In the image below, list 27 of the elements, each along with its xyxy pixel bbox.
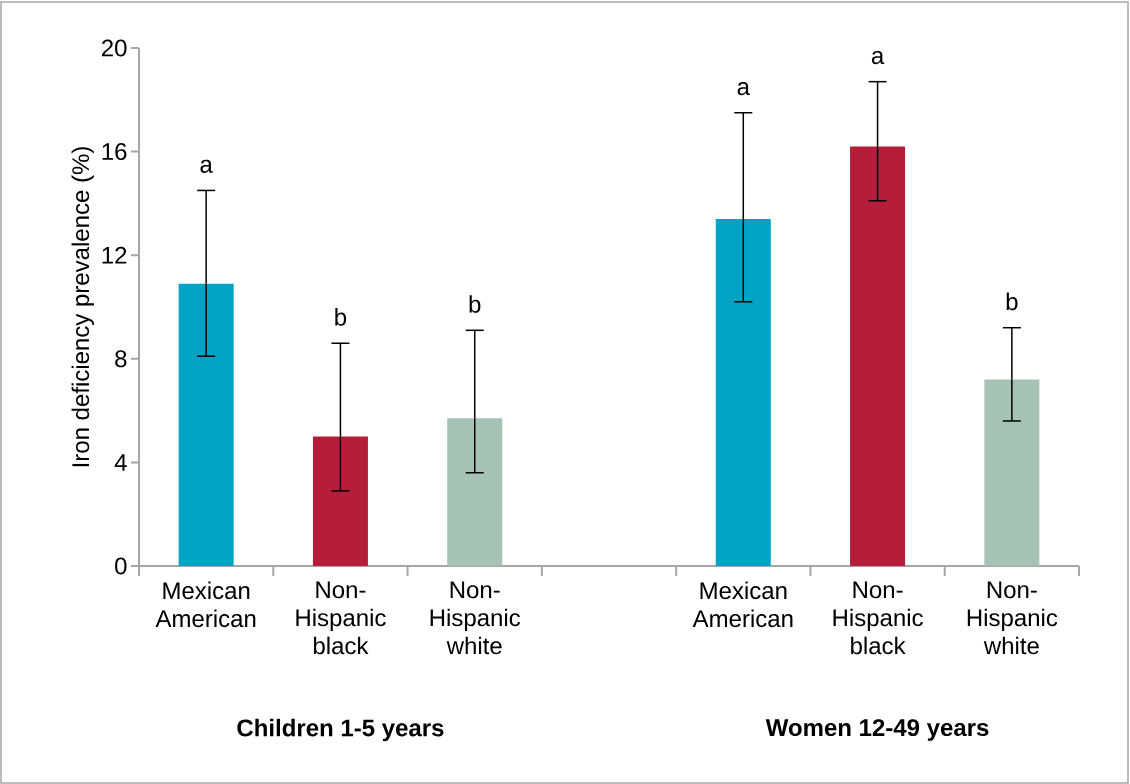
x-tick-label: Mexican American	[692, 581, 793, 628]
annotation: a	[737, 82, 750, 96]
bar	[715, 218, 771, 566]
x-tick-label: Non-Hispanic black	[833, 581, 923, 655]
annotation: b	[335, 308, 347, 326]
bar	[850, 146, 906, 566]
bar	[312, 436, 368, 566]
x-tick-label: Non-Hispanic black	[296, 581, 386, 655]
text: Women 12-49 years	[765, 719, 989, 741]
text: Children 1-5 years	[237, 718, 444, 742]
x-tick-label: Non-Hispanic white	[967, 581, 1058, 655]
y-tick-label: 16	[102, 143, 127, 161]
annotation: b	[1006, 292, 1018, 311]
bar	[447, 418, 503, 566]
x-tick-label: Non-Hispanic white	[430, 581, 521, 655]
annotation: a	[200, 159, 213, 173]
bar	[984, 379, 1040, 566]
annotation: a	[871, 50, 885, 65]
annotation: b	[469, 295, 481, 313]
y-tick-label: 20	[101, 39, 127, 57]
y-tick-label: 4	[114, 454, 127, 471]
y-tick-label: 8	[115, 350, 127, 368]
x-tick-label: Mexican American	[155, 581, 256, 628]
bar	[178, 283, 234, 566]
y-tick-label: 12	[102, 246, 127, 264]
y-tick-label: 0	[115, 557, 127, 575]
y-axis-title: Iron deficiency prevalence (%)	[71, 147, 94, 467]
